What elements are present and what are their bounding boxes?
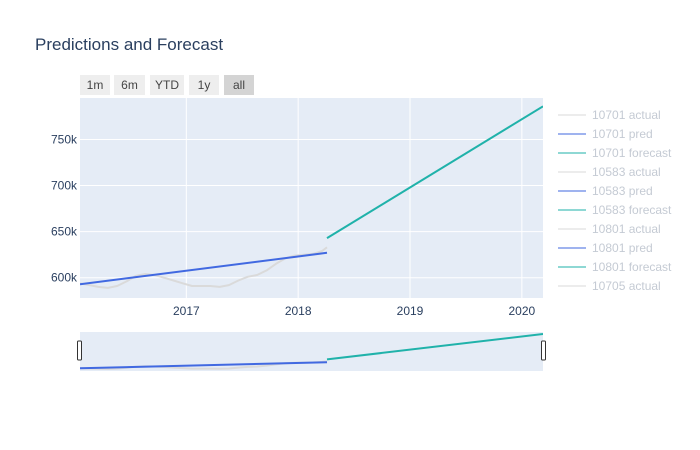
legend-label: 10801 pred [592, 241, 653, 255]
legend-label: 10801 forecast [592, 260, 672, 274]
legend-label: 10583 forecast [592, 203, 672, 217]
legend-label: 10701 actual [592, 108, 661, 122]
y-tick-label: 750k [51, 132, 78, 146]
range-button-1m[interactable]: 1m [80, 75, 110, 95]
range-selector: 1m 6m YTD 1y all [80, 75, 254, 95]
y-tick-label: 650k [51, 225, 78, 239]
range-button-bg [114, 75, 145, 95]
x-tick-label: 2017 [173, 304, 200, 318]
range-button-label: 1y [198, 78, 211, 92]
range-slider-right-handle[interactable] [541, 340, 546, 361]
range-slider-left-handle[interactable] [77, 340, 82, 361]
legend-item[interactable]: 10701 actual [558, 108, 661, 122]
range-button-label: 6m [121, 78, 138, 92]
range-button-bg [150, 75, 184, 95]
range-button-bg [224, 75, 254, 95]
legend-item[interactable]: 10583 actual [558, 165, 661, 179]
chart-title: Predictions and Forecast [35, 35, 223, 54]
legend-item[interactable]: 10701 forecast [558, 146, 672, 160]
legend-item[interactable]: 10705 actual [558, 279, 661, 293]
x-axis: 2017 2018 2019 2020 [173, 304, 536, 318]
legend-item[interactable]: 10801 actual [558, 222, 661, 236]
legend: 10701 actual 10701 pred 10701 forecast 1058… [558, 108, 672, 293]
range-button-6m[interactable]: 6m [114, 75, 145, 95]
x-tick-label: 2018 [285, 304, 312, 318]
plot-area[interactable] [80, 98, 543, 298]
legend-item[interactable]: 10801 forecast [558, 260, 672, 274]
legend-label: 10583 pred [592, 184, 653, 198]
slider-line-10701-pred [80, 361, 328, 370]
legend-item[interactable]: 10701 pred [558, 127, 653, 141]
slider-line-10701-forecast [326, 333, 543, 361]
legend-label: 10701 forecast [592, 146, 672, 160]
range-button-bg [80, 75, 110, 95]
range-button-label: all [233, 78, 245, 92]
x-tick-label: 2019 [397, 304, 424, 318]
range-button-ytd[interactable]: YTD [150, 75, 184, 95]
main-series-layer [80, 105, 543, 289]
legend-label: 10801 actual [592, 222, 661, 236]
legend-label: 10583 actual [592, 165, 661, 179]
range-button-all[interactable]: all [224, 75, 254, 95]
series-line-10701-pred[interactable] [80, 251, 328, 286]
x-tick-label: 2020 [509, 304, 536, 318]
legend-item[interactable]: 10583 pred [558, 184, 653, 198]
range-button-label: 1m [87, 78, 104, 92]
legend-item[interactable]: 10801 pred [558, 241, 653, 255]
y-axis: 600k 650k 700k 750k [51, 132, 78, 284]
range-slider-series [80, 333, 543, 371]
range-button-label: YTD [155, 78, 179, 92]
range-button-bg [189, 75, 219, 95]
range-button-1y[interactable]: 1y [189, 75, 219, 95]
series-line-10701-forecast[interactable] [326, 105, 543, 239]
legend-label: 10705 actual [592, 279, 661, 293]
grid-lines [80, 98, 543, 298]
y-tick-label: 700k [51, 179, 78, 193]
y-tick-label: 600k [51, 271, 78, 285]
legend-item[interactable]: 10583 forecast [558, 203, 672, 217]
legend-label: 10701 pred [592, 127, 653, 141]
range-slider[interactable] [80, 332, 543, 371]
